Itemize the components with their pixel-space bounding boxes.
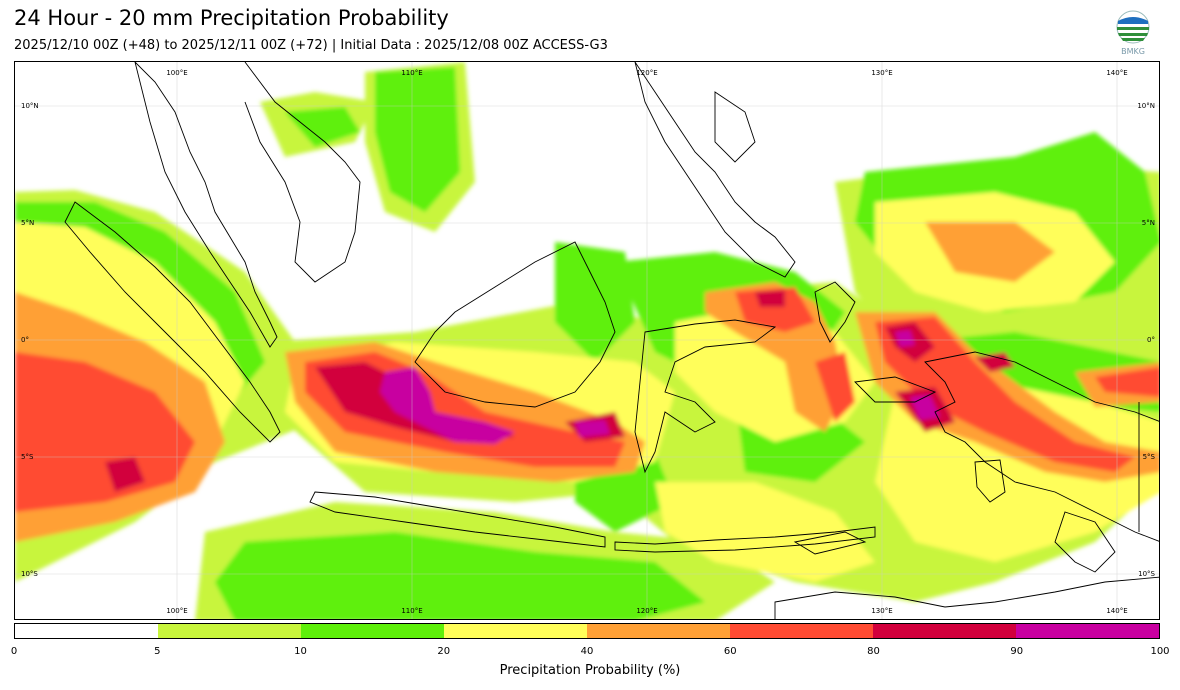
map-canvas: 100°E 110°E 120°E 130°E 140°E 100°E 110°… [15, 62, 1159, 619]
colorbar-tick-4: 40 [580, 646, 594, 657]
lon-label-bottom-110e: 110°E [401, 607, 422, 615]
lon-label-bottom-140e: 140°E [1106, 607, 1127, 615]
lon-label-bottom-120e: 120°E [636, 607, 657, 615]
colorbar-tick-3: 20 [437, 646, 451, 657]
map-subtitle: 2025/12/10 00Z (+48) to 2025/12/11 00Z (… [14, 38, 608, 53]
lat-label-left-5n: 5°N [21, 219, 34, 227]
colorbar-segment-6 [873, 624, 1016, 638]
lat-label-right-5n: 5°N [1142, 219, 1155, 227]
lon-label-top-140e: 140°E [1106, 69, 1127, 77]
lat-label-right-0: 0° [1147, 336, 1155, 344]
lat-label-left-0: 0° [21, 336, 29, 344]
lon-label-top-100e: 100°E [166, 69, 187, 77]
lat-lon-gridlines [15, 62, 1159, 619]
colorbar-segment-7 [1016, 624, 1159, 638]
lat-label-left-5s: 5°S [21, 453, 34, 461]
colorbar-tick-0: 0 [10, 646, 18, 657]
colorbar-tick-1: 5 [154, 646, 161, 657]
colorbar-segment-2 [301, 624, 444, 638]
colorbar-tick-7: 90 [1010, 646, 1024, 657]
colorbar-segment-5 [730, 624, 873, 638]
lat-label-right-10s: 10°S [1138, 570, 1155, 578]
colorbar-tick-2: 10 [294, 646, 307, 657]
lat-label-right-5s: 5°S [1143, 453, 1156, 461]
colorbar-tick-5: 60 [723, 646, 737, 657]
colorbar-segment-3 [444, 624, 587, 638]
colorbar-tick-8: 100 [1150, 646, 1170, 657]
bmkg-logo-icon: BMKG [1113, 10, 1153, 56]
lon-label-top-130e: 130°E [871, 69, 892, 77]
colorbar-segment-0 [15, 624, 158, 638]
precipitation-map: 100°E 110°E 120°E 130°E 140°E 100°E 110°… [14, 61, 1160, 620]
colorbar-segment-4 [587, 624, 730, 638]
colorbar [14, 623, 1160, 639]
map-title: 24 Hour - 20 mm Precipitation Probabilit… [14, 6, 449, 30]
colorbar-segment-1 [158, 624, 301, 638]
lon-label-bottom-130e: 130°E [871, 607, 892, 615]
lon-label-top-120e: 120°E [636, 69, 657, 77]
lat-label-left-10s: 10°S [21, 570, 38, 578]
lat-label-left-10n: 10°N [21, 102, 39, 110]
coastlines [64, 62, 1159, 619]
lat-label-right-10n: 10°N [1137, 102, 1155, 110]
lon-label-bottom-100e: 100°E [166, 607, 187, 615]
logo-text: BMKG [1121, 47, 1145, 56]
colorbar-tick-6: 80 [867, 646, 880, 657]
lon-label-top-110e: 110°E [401, 69, 422, 77]
colorbar-label: Precipitation Probability (%) [499, 663, 681, 678]
